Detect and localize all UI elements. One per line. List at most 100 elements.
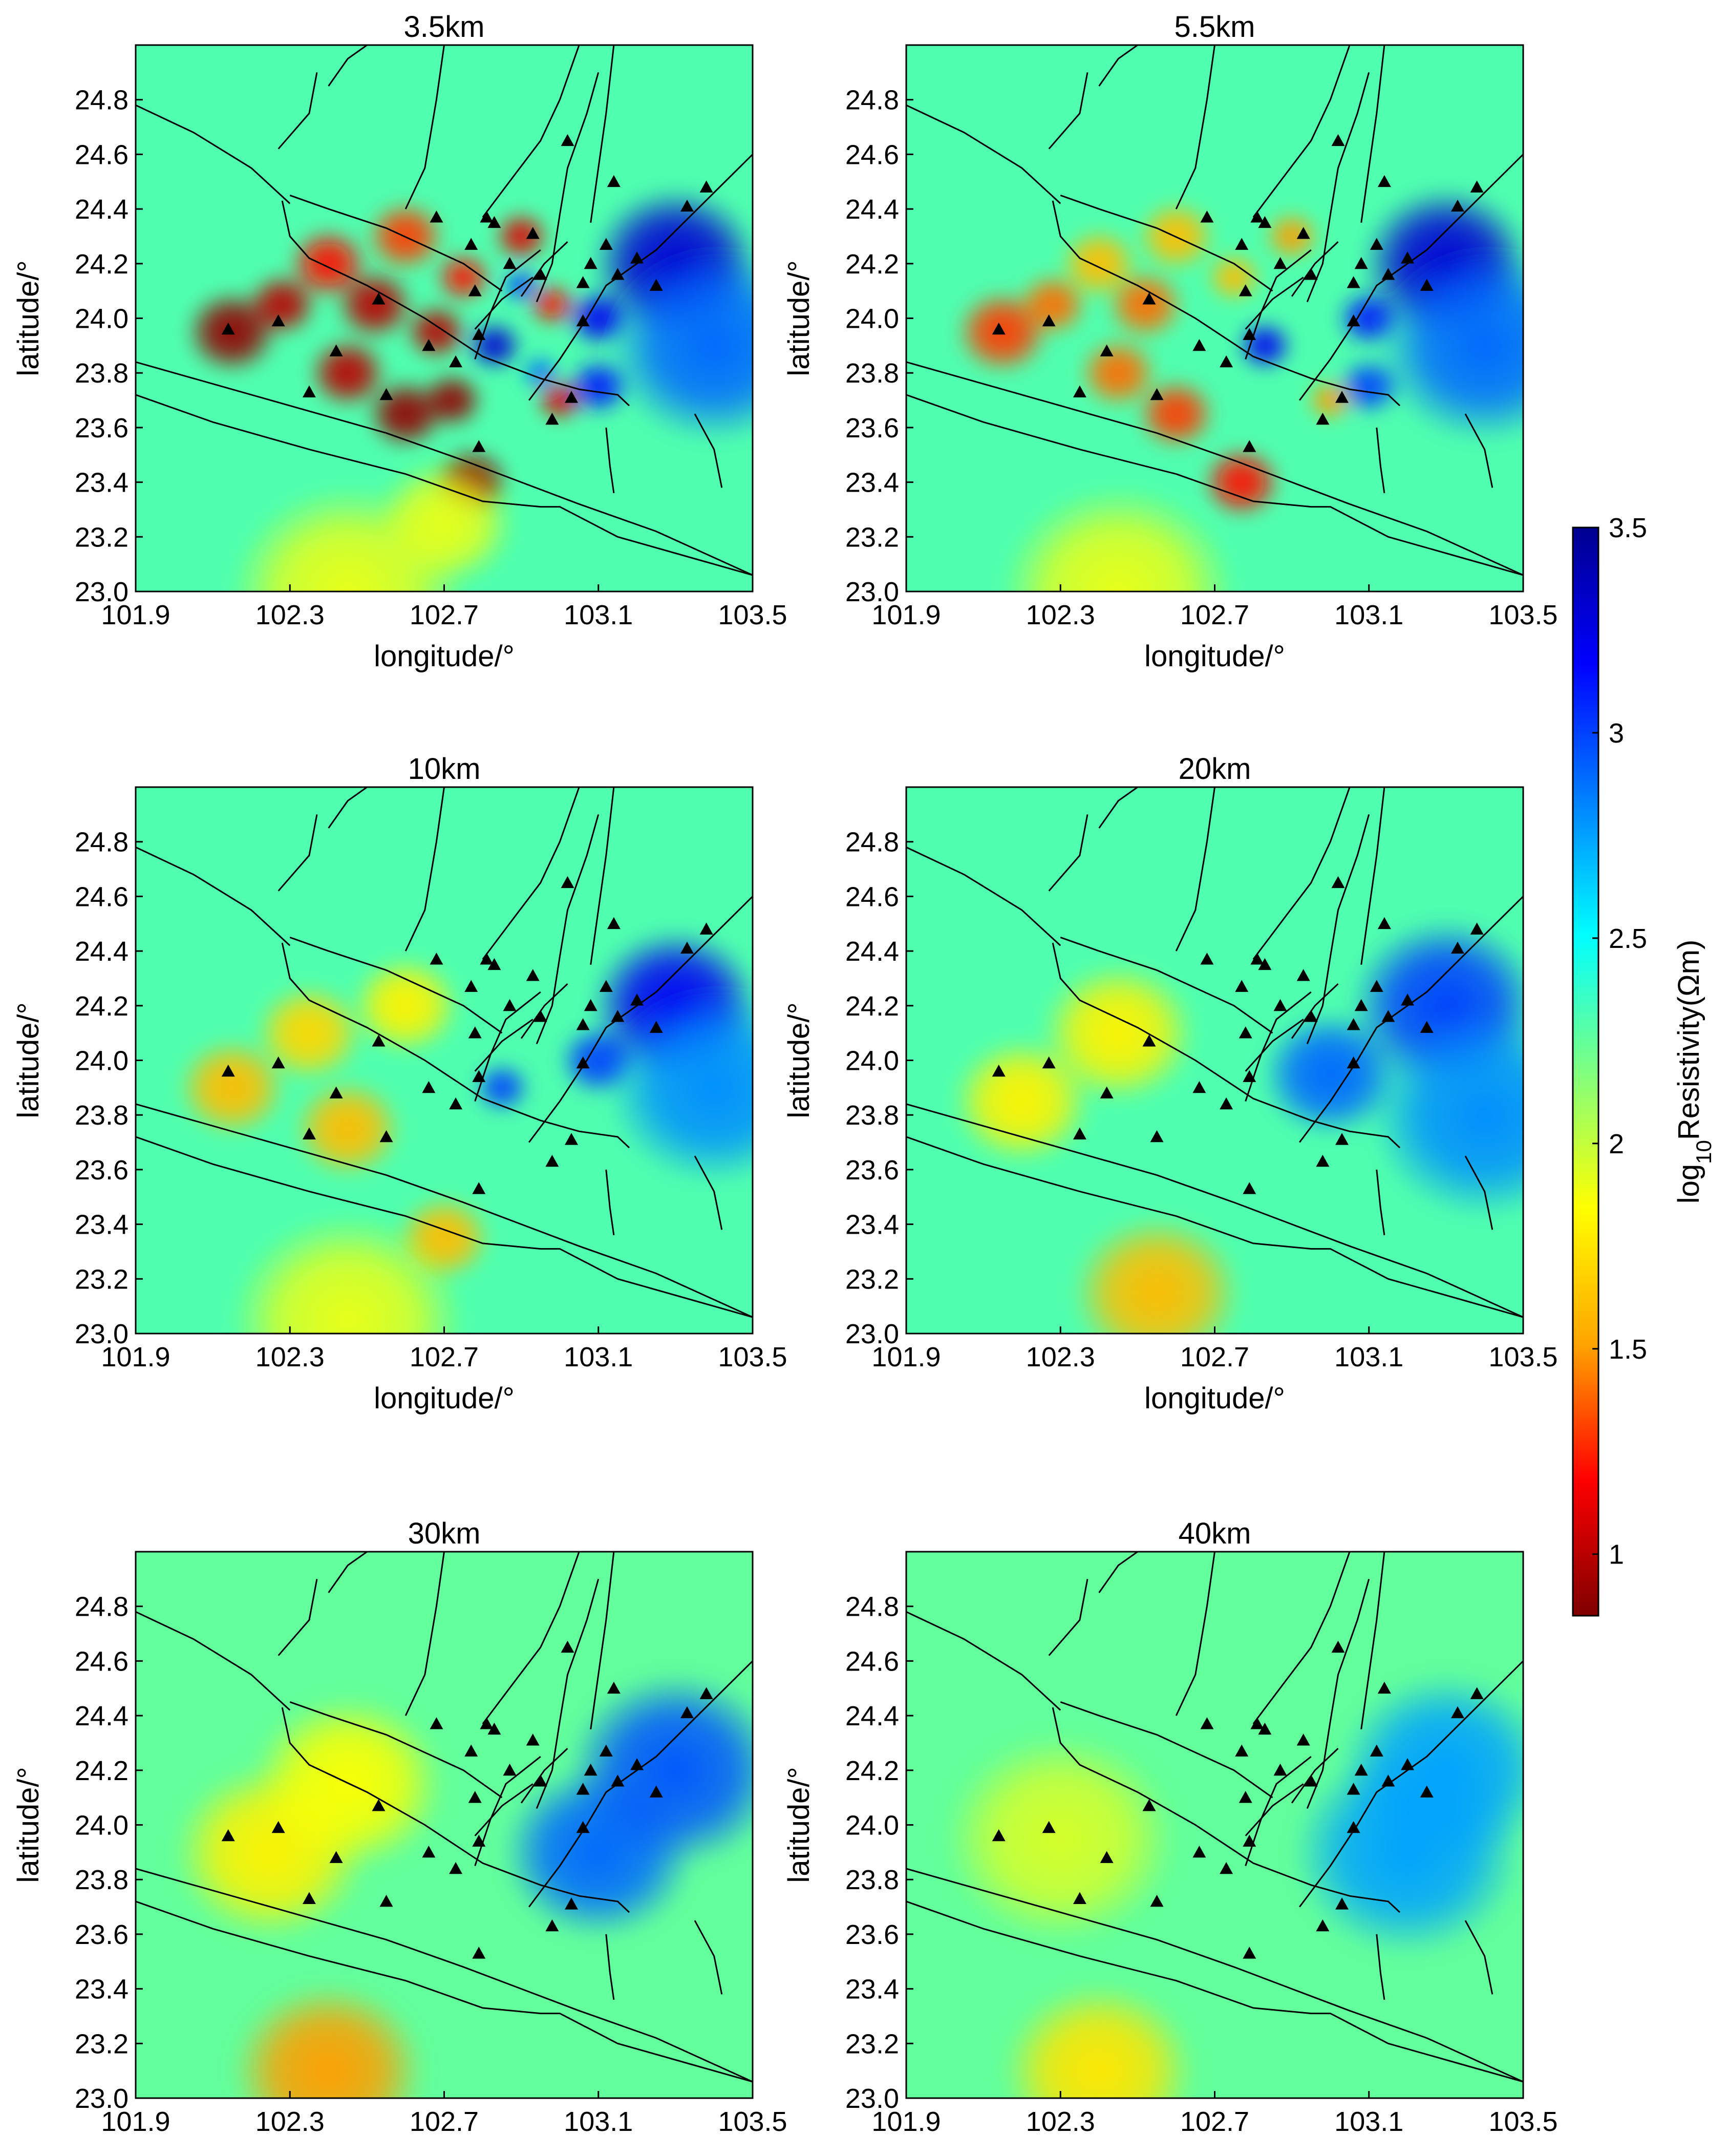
anomaly-blob [255, 984, 364, 1082]
station-marker [1273, 999, 1287, 1011]
fault-line [328, 1552, 368, 1593]
fault-line [694, 1920, 723, 1995]
anomaly-blob [1137, 379, 1215, 449]
station-marker [449, 355, 463, 368]
station-marker [565, 1133, 579, 1145]
fault-line [281, 1707, 630, 1913]
station-marker [472, 440, 486, 452]
station-marker [468, 284, 482, 297]
station-marker [480, 210, 494, 223]
anomaly-blob [1376, 248, 1523, 443]
station-marker [271, 314, 285, 327]
anomaly-layer [178, 929, 753, 1334]
y-tick-label: 24.2 [75, 991, 129, 1022]
panel-0: 3.5km 101.9 102.3 102.7 103.1 103.5 23.0 23.2 23… [12, 10, 787, 673]
station-marker [430, 210, 443, 223]
station-marker [1150, 388, 1164, 400]
station-marker [992, 1829, 1006, 1842]
y-tick-label: 23.6 [75, 1155, 129, 1186]
y-tick-label: 23.0 [845, 2083, 899, 2114]
station-marker [1470, 180, 1484, 193]
y-tick-label: 24.2 [845, 991, 899, 1022]
fault-line [590, 787, 615, 965]
fault-line [1060, 1701, 1273, 1799]
station-marker [1142, 1034, 1156, 1047]
station-marker [584, 999, 597, 1011]
y-tick-label: 23.4 [845, 1974, 899, 2005]
y-tick-label: 23.0 [845, 577, 899, 607]
station-marker [599, 1744, 613, 1757]
x-tick-label: 103.1 [1334, 2106, 1403, 2137]
anomaly-blob [1072, 1216, 1242, 1334]
fault-line [404, 787, 445, 952]
anomaly-blob [1079, 338, 1157, 408]
station-marker [1377, 175, 1391, 187]
x-tick-label: 101.9 [101, 600, 170, 630]
fault-line [1299, 896, 1523, 1143]
fault-line [136, 1611, 291, 1711]
station-marker [1304, 1774, 1318, 1787]
x-tick-label: 103.1 [564, 1342, 633, 1372]
fault-line [1048, 814, 1088, 892]
station-marker [545, 1919, 559, 1932]
station-marker [649, 1785, 663, 1798]
station-marker [1200, 210, 1214, 223]
station-marker [680, 941, 694, 954]
station-marker [576, 314, 590, 327]
fault-line [474, 277, 533, 330]
station-marker [607, 917, 621, 929]
station-marker [576, 1018, 590, 1030]
resistivity-field [136, 1552, 753, 2098]
y-tick-label: 23.4 [75, 468, 129, 498]
station-marker [271, 1056, 285, 1069]
fault-lines [136, 787, 753, 1318]
station-marker [1258, 1722, 1272, 1735]
station-marker [472, 1947, 486, 1959]
colorbar-label: log10Resistivity(Ωm) [1672, 940, 1716, 1203]
fault-line [136, 361, 753, 576]
y-tick-label: 23.2 [845, 1264, 899, 1295]
y-axis-label: latitude/° [782, 1002, 816, 1118]
y-tick-label: 23.2 [845, 2028, 899, 2059]
x-tick-label: 102.7 [1180, 1342, 1249, 1372]
fault-lines [906, 787, 1523, 1318]
station-marker [1142, 1799, 1156, 1811]
x-tick-label: 102.3 [255, 2106, 325, 2137]
panel-3: 20km 101.9 102.3 102.7 103.1 103.5 23.0 23.2 23.… [782, 752, 1558, 1415]
fault-line [1060, 194, 1273, 292]
station-marker [1354, 1763, 1368, 1776]
y-tick-label: 23.8 [845, 1865, 899, 1895]
station-marker [649, 279, 663, 291]
stations [992, 1640, 1484, 1959]
station-marker [584, 257, 597, 269]
station-marker [1243, 1182, 1256, 1194]
station-marker [599, 238, 613, 250]
station-marker [422, 1081, 436, 1093]
station-marker [1258, 958, 1272, 970]
station-marker [1235, 1744, 1249, 1757]
anomaly-blob [606, 990, 753, 1185]
station-marker [1220, 1097, 1233, 1110]
anomaly-blob [232, 1984, 425, 2098]
y-tick-label: 23.2 [845, 522, 899, 553]
station-marker [526, 227, 540, 239]
y-tick-label: 23.4 [845, 1210, 899, 1240]
station-marker [1347, 314, 1360, 327]
fault-line [482, 1552, 580, 1725]
station-marker [533, 1010, 547, 1022]
y-tick-label: 23.8 [845, 1100, 899, 1131]
station-marker [611, 1774, 625, 1787]
station-marker [630, 994, 644, 1006]
fault-line [289, 936, 503, 1034]
anomaly-blob [1018, 273, 1087, 336]
station-marker [1316, 1154, 1330, 1167]
y-tick-label: 24.0 [75, 304, 129, 334]
fault-line [1376, 1934, 1385, 2000]
fault-line [404, 45, 445, 209]
stations [221, 876, 713, 1194]
anomaly-blob [293, 1080, 402, 1177]
station-marker [1347, 276, 1360, 288]
y-tick-label: 23.4 [75, 1210, 129, 1240]
station-marker [526, 969, 540, 981]
anomaly-layer [952, 919, 1523, 1334]
